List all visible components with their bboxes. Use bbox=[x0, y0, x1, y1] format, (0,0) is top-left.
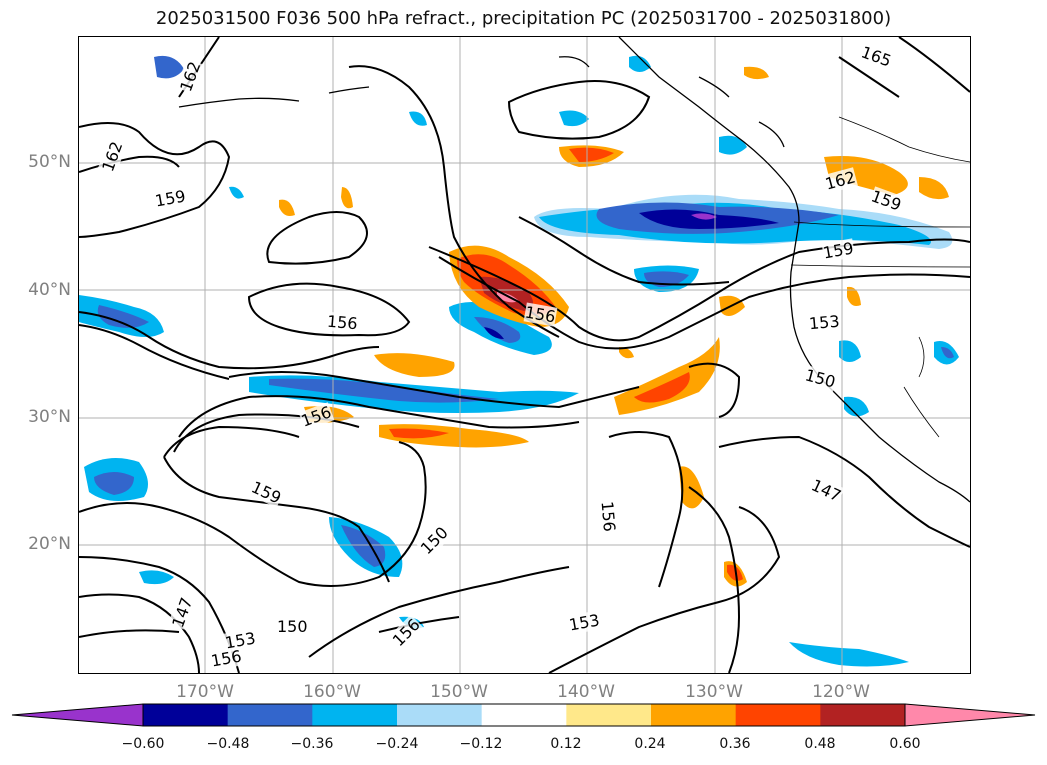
colorbar-tick: 0.24 bbox=[634, 736, 666, 752]
colorbar-cell bbox=[820, 704, 906, 726]
lon-label-130w: 130°W bbox=[685, 682, 743, 702]
colorbar-tick: 0.12 bbox=[550, 736, 582, 752]
colorbar-cell bbox=[481, 704, 567, 726]
lon-label-140w: 140°W bbox=[557, 682, 615, 702]
contour-label: 150 bbox=[277, 617, 308, 636]
colorbar-tick: −0.36 bbox=[290, 736, 334, 752]
colorbar-tick: −0.24 bbox=[375, 736, 419, 752]
contour-label: 156 bbox=[326, 311, 359, 334]
colorbar-cell bbox=[397, 704, 483, 726]
lon-label-160w: 160°W bbox=[303, 682, 361, 702]
colorbar-tick: −0.60 bbox=[121, 736, 165, 752]
precip-negative-shading bbox=[79, 55, 959, 667]
colorbar-tick: 0.48 bbox=[804, 736, 836, 752]
contour-label: 153 bbox=[808, 311, 841, 334]
colorbar-tick: −0.12 bbox=[459, 736, 503, 752]
map-canvas bbox=[79, 37, 970, 673]
lat-label-40n: 40°N bbox=[28, 280, 71, 300]
lon-label-150w: 150°W bbox=[430, 682, 488, 702]
coastline bbox=[178, 37, 970, 503]
colorbar-tick: −0.48 bbox=[206, 736, 250, 752]
colorbar-cell bbox=[143, 704, 229, 726]
colorbar-cell bbox=[651, 704, 737, 726]
refractivity-contours bbox=[79, 37, 970, 673]
colorbar-cell bbox=[566, 704, 652, 726]
lon-label-120w: 120°W bbox=[812, 682, 870, 702]
lat-label-20n: 20°N bbox=[28, 534, 71, 554]
lat-label-50n: 50°N bbox=[28, 152, 71, 172]
lat-label-30n: 30°N bbox=[28, 407, 71, 427]
map-panel: 165 162 162 159 156 156 156 159 153 150 … bbox=[78, 36, 971, 674]
lon-label-170w: 170°W bbox=[176, 682, 234, 702]
colorbar-tick: 0.60 bbox=[889, 736, 921, 752]
colorbar-cell bbox=[312, 704, 398, 726]
contour-label: 156 bbox=[597, 500, 620, 533]
colorbar-cell bbox=[227, 704, 313, 726]
map-title: 2025031500 F036 500 hPa refract., precip… bbox=[155, 8, 892, 29]
colorbar-tick: 0.36 bbox=[719, 736, 751, 752]
colorbar-extend-low bbox=[11, 703, 144, 727]
colorbar-cell bbox=[735, 704, 821, 726]
colorbar-extend-high bbox=[904, 703, 1036, 727]
